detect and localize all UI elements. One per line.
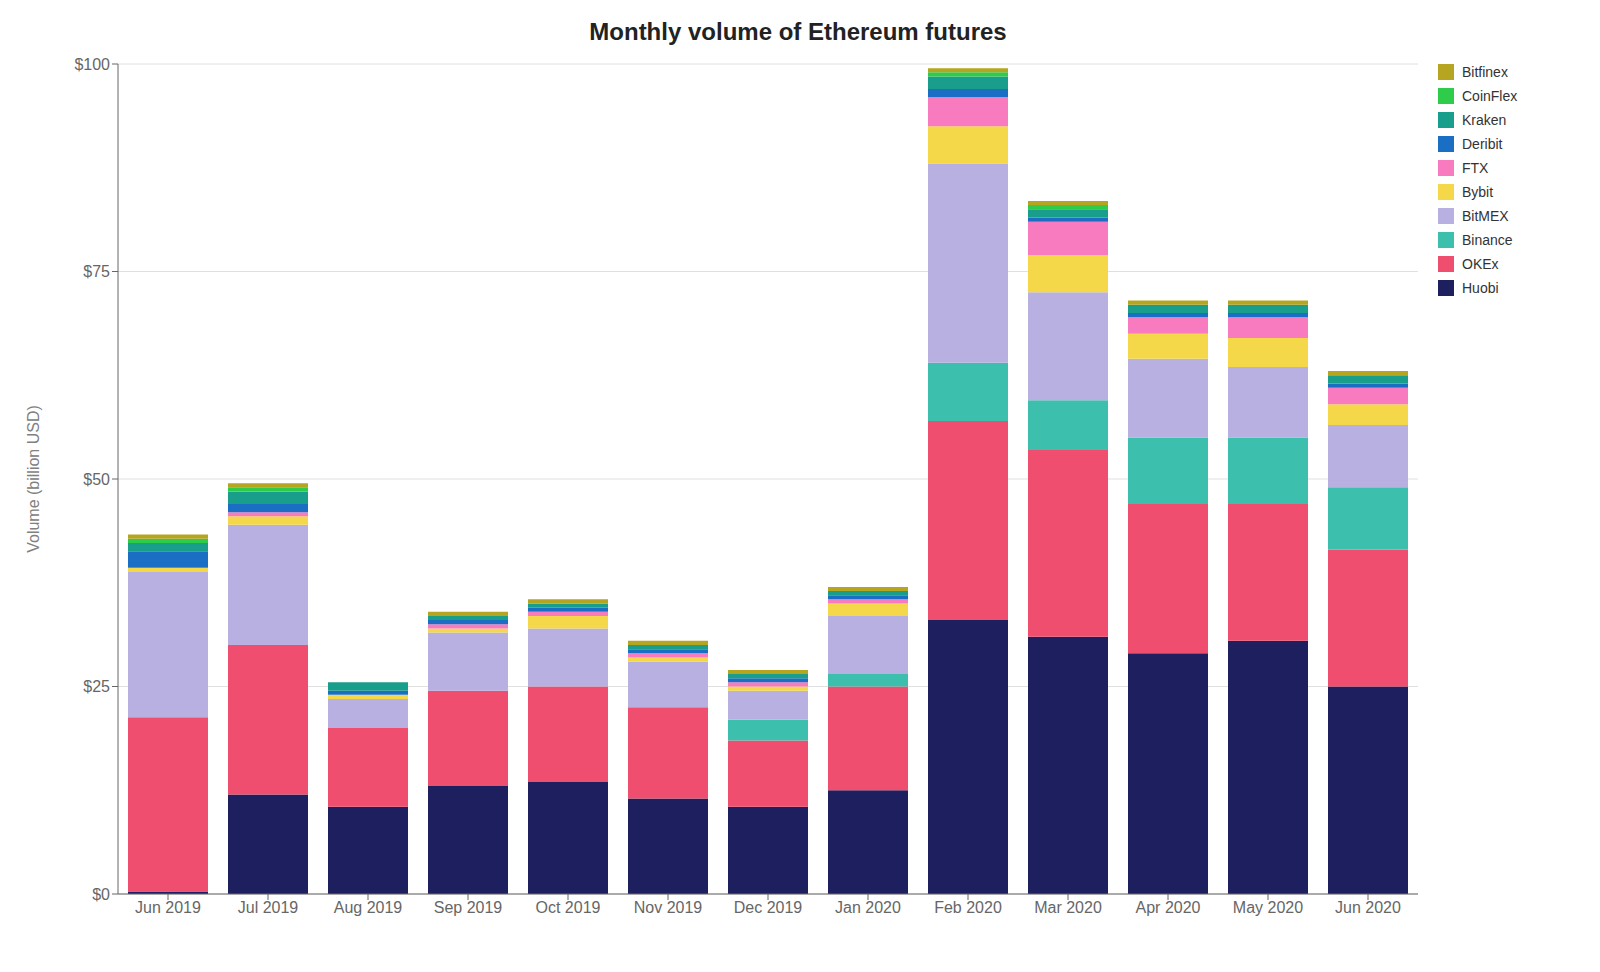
svg-text:Jul 2019: Jul 2019 [238, 899, 299, 916]
svg-text:$0: $0 [92, 886, 110, 903]
svg-text:Oct 2019: Oct 2019 [536, 899, 601, 916]
svg-text:Apr 2020: Apr 2020 [1136, 899, 1201, 916]
svg-text:Mar 2020: Mar 2020 [1034, 899, 1102, 916]
svg-text:Jun 2020: Jun 2020 [1335, 899, 1401, 916]
html-text:Bitfinex: Bitfinex [1462, 64, 1508, 80]
html-text:BitMEX: BitMEX [1462, 208, 1509, 224]
svg-text:Aug 2019: Aug 2019 [334, 899, 403, 916]
svg-text:Jan 2020: Jan 2020 [835, 899, 901, 916]
svg-text:Volume (billion USD): Volume (billion USD) [25, 405, 42, 553]
svg-text:$25: $25 [83, 678, 110, 695]
html-text:Kraken: Kraken [1462, 112, 1507, 128]
svg-text:Nov 2019: Nov 2019 [634, 899, 703, 916]
html-text:Deribit: Deribit [1462, 136, 1503, 152]
html-text:OKEx: OKEx [1462, 256, 1499, 272]
svg-text:May 2020: May 2020 [1233, 899, 1303, 916]
svg-text:Jun 2019: Jun 2019 [135, 899, 201, 916]
html-text:FTX: FTX [1462, 160, 1489, 176]
svg-text:$50: $50 [83, 471, 110, 488]
svg-text:Dec 2019: Dec 2019 [734, 899, 803, 916]
svg-text:$75: $75 [83, 263, 110, 280]
html-text:Bybit: Bybit [1462, 184, 1494, 200]
html-text:Binance: Binance [1462, 232, 1513, 248]
svg-text:Sep 2019: Sep 2019 [434, 899, 503, 916]
svg-text:Feb 2020: Feb 2020 [934, 899, 1002, 916]
html-text:Huobi: Huobi [1462, 280, 1499, 296]
html-text:Monthly volume of Ethereum fut: Monthly volume of Ethereum futures [589, 18, 1007, 45]
html-text:CoinFlex: CoinFlex [1462, 88, 1518, 104]
svg-text:$100: $100 [74, 56, 110, 73]
